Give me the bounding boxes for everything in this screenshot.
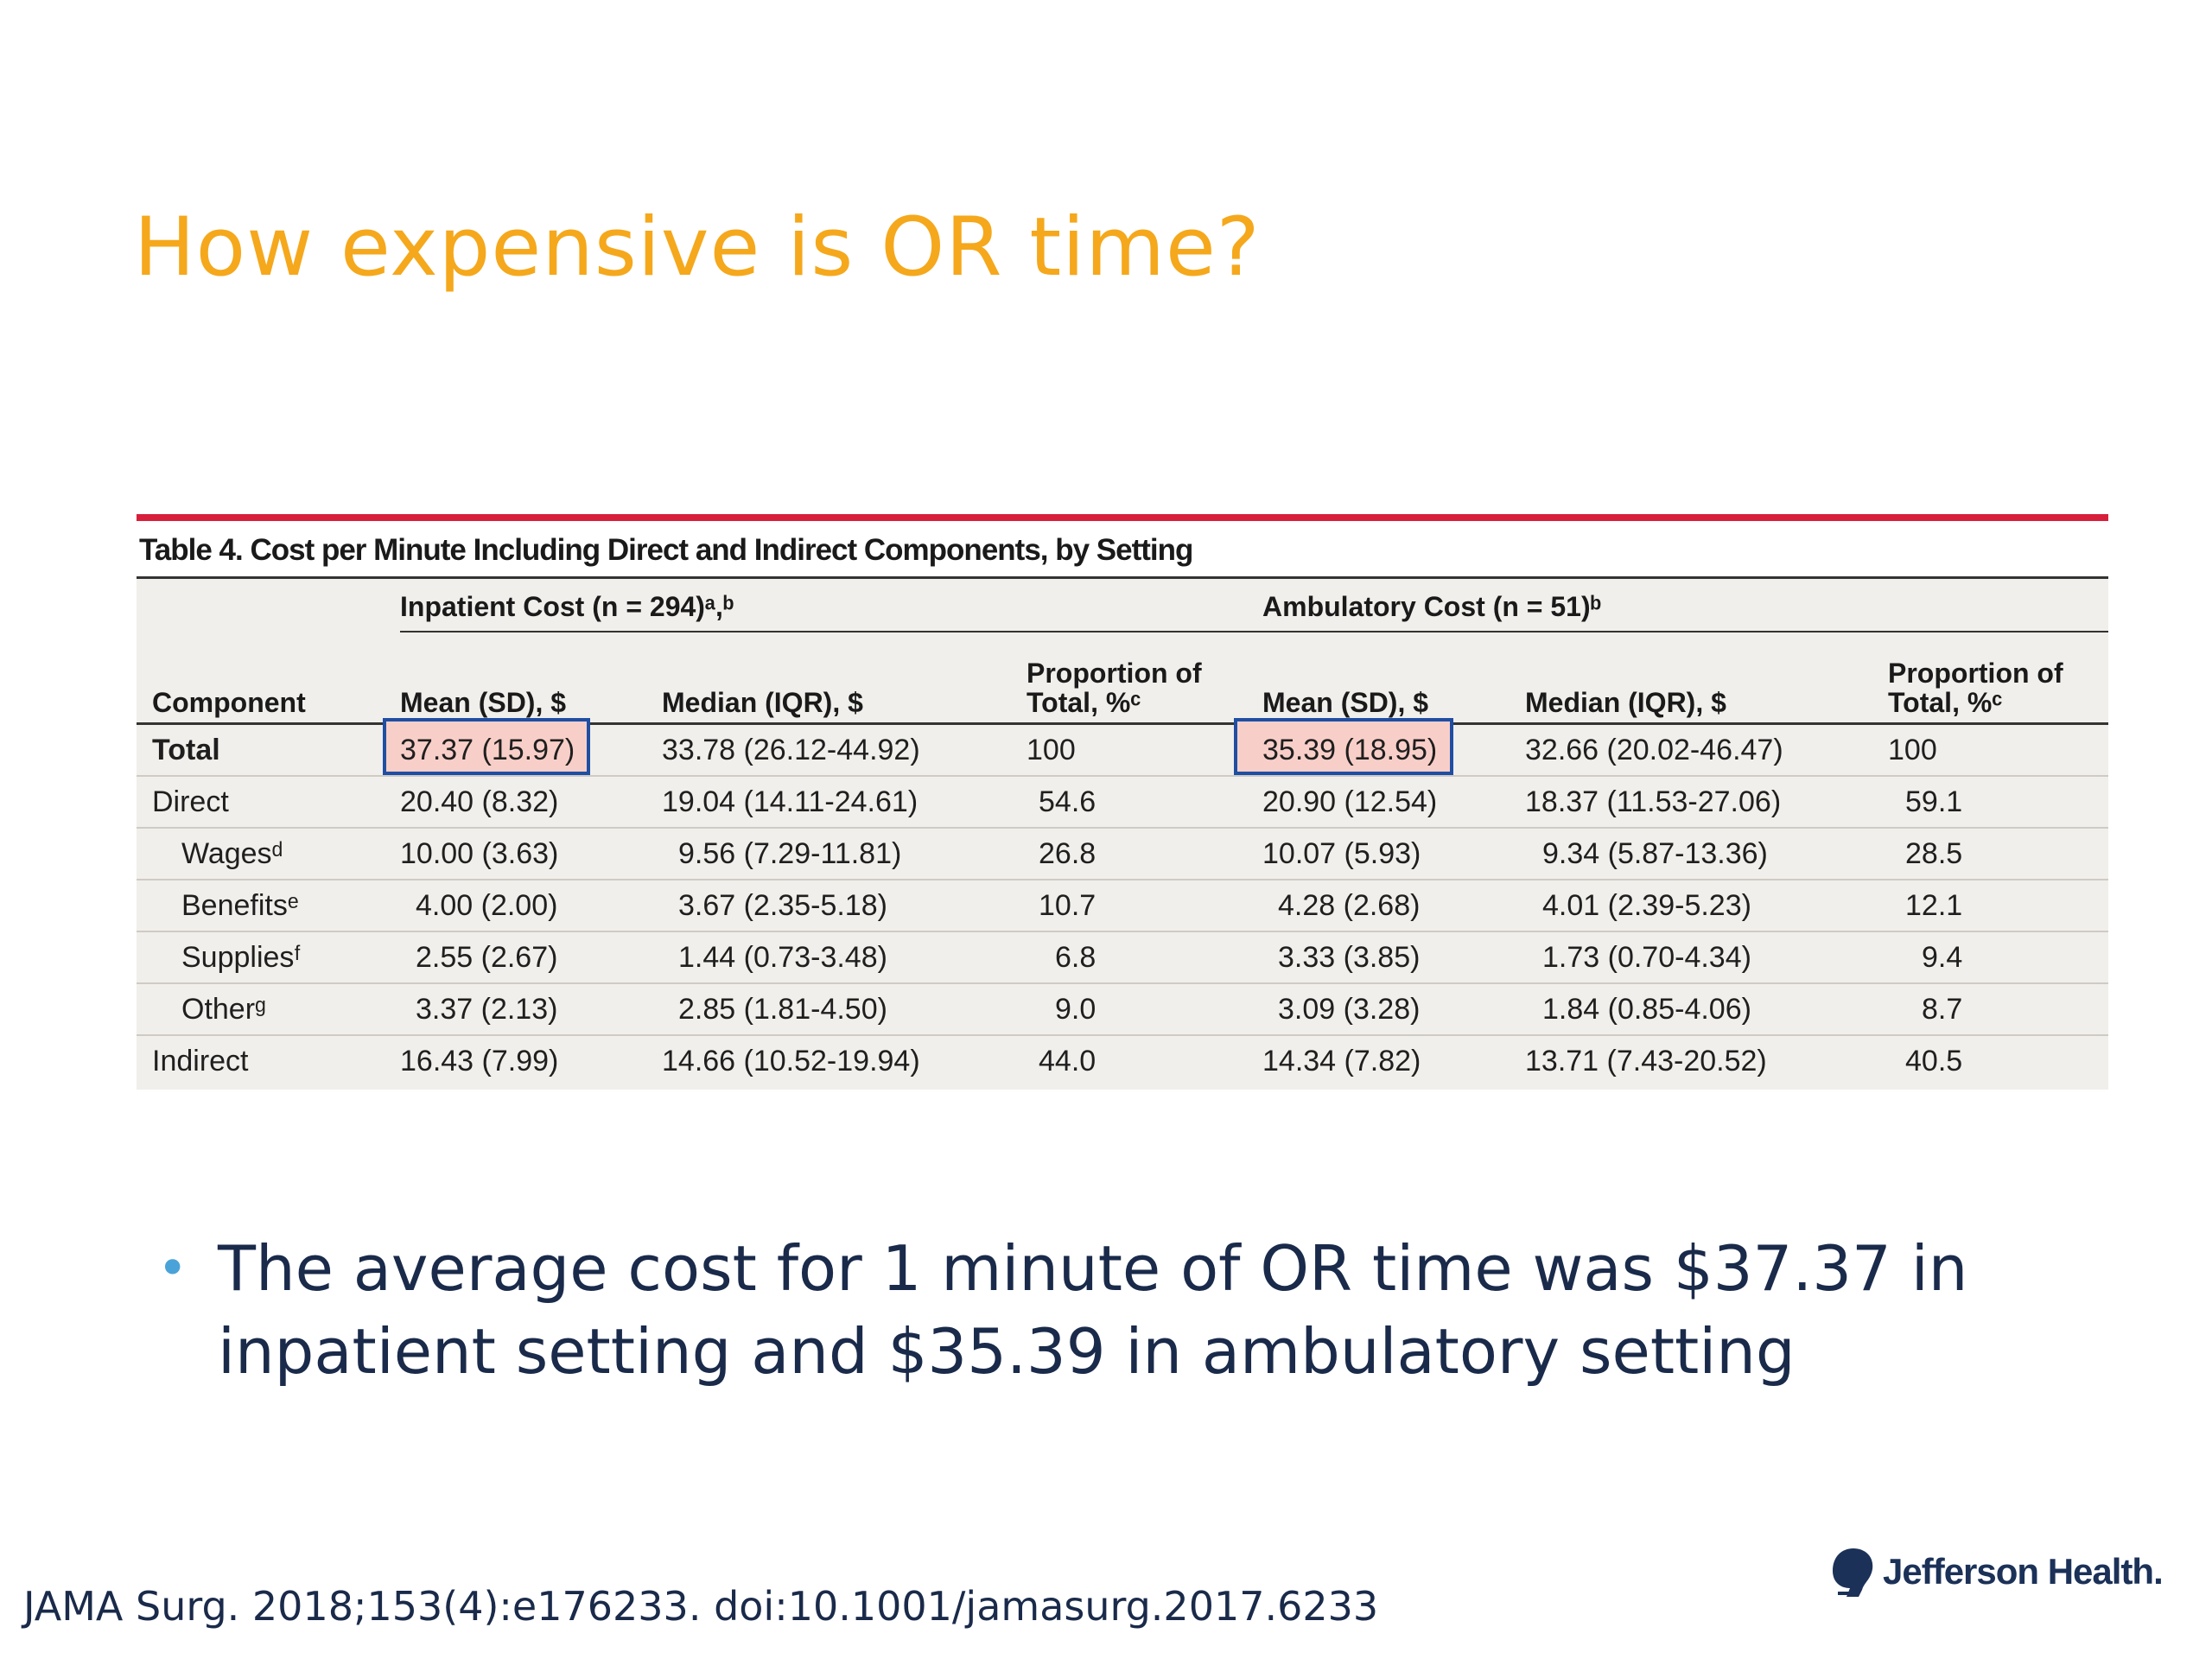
cell-ambulatory-median: 18.37 (11.53-27.06) [1525, 785, 1782, 818]
table-row: Total 37.37 (15.97) 33.78 (26.12-44.92) … [137, 718, 2108, 777]
cell-inpatient-proportion: 54.6 [1039, 785, 1096, 818]
col-inpatient-mean: Mean (SD), $ [400, 687, 567, 718]
row-component: Otherᵍ [181, 993, 266, 1026]
cell-ambulatory-proportion: 59.1 [1905, 785, 1963, 818]
cell-inpatient-proportion: 44.0 [1039, 1045, 1096, 1077]
cell-inpatient-median: 1.44 (0.73-3.48) [678, 941, 887, 974]
cell-ambulatory-mean: 20.90 (12.54) [1262, 785, 1438, 818]
col-component: Component [152, 687, 306, 718]
jefferson-logo-icon [1833, 1548, 1873, 1597]
cell-inpatient-mean: 3.37 (2.13) [416, 993, 558, 1026]
cell-ambulatory-median: 13.71 (7.43-20.52) [1525, 1045, 1767, 1077]
cell-inpatient-median: 33.78 (26.12-44.92) [662, 734, 920, 766]
cell-ambulatory-proportion: 40.5 [1905, 1045, 1963, 1077]
cell-ambulatory-median: 32.66 (20.02-46.47) [1525, 734, 1783, 766]
cell-inpatient-proportion: 26.8 [1039, 837, 1096, 870]
table-caption: Table 4. Cost per Minute Including Direc… [139, 533, 1193, 567]
cell-ambulatory-median: 4.01 (2.39-5.23) [1542, 889, 1751, 922]
row-component: Direct [152, 785, 229, 818]
bullet-dot-icon: • [157, 1238, 188, 1299]
cell-ambulatory-mean: 3.09 (3.28) [1278, 993, 1421, 1026]
table-row: Benefitsᵉ 4.00 (2.00) 3.67 (2.35-5.18) 1… [137, 880, 2108, 932]
group-inpatient: Inpatient Cost (n = 294)ᵃ,ᵇ [400, 591, 734, 622]
cell-inpatient-median: 14.66 (10.52-19.94) [662, 1045, 920, 1077]
cell-inpatient-proportion: 6.8 [1055, 941, 1096, 974]
cell-ambulatory-mean: 10.07 (5.93) [1262, 837, 1421, 870]
cell-ambulatory-proportion: 8.7 [1922, 993, 1963, 1026]
cell-inpatient-proportion: 100 [1027, 734, 1076, 766]
table-row: Wagesᵈ 10.00 (3.63) 9.56 (7.29-11.81) 26… [137, 829, 2108, 880]
table-row: Otherᵍ 3.37 (2.13) 2.85 (1.81-4.50) 9.0 … [137, 984, 2108, 1036]
col-ambulatory-proportion: Proportion of Total, %ᶜ [1888, 658, 2063, 718]
cell-inpatient-median: 3.67 (2.35-5.18) [678, 889, 887, 922]
row-component: Indirect [152, 1045, 249, 1077]
table-body: Inpatient Cost (n = 294)ᵃ,ᵇ Ambulatory C… [137, 576, 2108, 1090]
col-inpatient-proportion: Proportion of Total, %ᶜ [1027, 658, 1202, 718]
cell-ambulatory-median: 1.84 (0.85-4.06) [1542, 993, 1751, 1026]
summary-bullet: • The average cost for 1 minute of OR ti… [157, 1227, 2022, 1393]
citation: JAMA Surg. 2018;153(4):e176233. doi:10.1… [23, 1583, 1379, 1630]
table-row: Direct 20.40 (8.32) 19.04 (14.11-24.61) … [137, 777, 2108, 829]
ambulatory-total-highlight [1234, 718, 1453, 775]
table-column-header: Component Mean (SD), $ Median (IQR), $ P… [137, 636, 2108, 725]
col-inpatient-median: Median (IQR), $ [662, 687, 863, 718]
bullet-text: The average cost for 1 minute of OR time… [218, 1232, 1968, 1388]
cell-ambulatory-mean: 3.33 (3.85) [1278, 941, 1421, 974]
jefferson-logo: Jefferson Health. [1827, 1545, 2164, 1599]
cell-ambulatory-proportion: 9.4 [1922, 941, 1963, 974]
cell-inpatient-median: 19.04 (14.11-24.61) [662, 785, 918, 818]
row-component: Suppliesᶠ [181, 941, 302, 974]
cell-inpatient-proportion: 9.0 [1055, 993, 1096, 1026]
cell-inpatient-mean: 20.40 (8.32) [400, 785, 559, 818]
logo-text: Jefferson Health. [1883, 1551, 2164, 1592]
cell-ambulatory-mean: 4.28 (2.68) [1278, 889, 1421, 922]
table-top-rule [137, 514, 2108, 521]
cell-inpatient-median: 2.85 (1.81-4.50) [678, 993, 887, 1026]
cell-ambulatory-median: 1.73 (0.70-4.34) [1542, 941, 1751, 974]
cell-ambulatory-mean: 14.34 (7.82) [1262, 1045, 1421, 1077]
cell-ambulatory-proportion: 100 [1888, 734, 1937, 766]
cell-ambulatory-proportion: 28.5 [1905, 837, 1963, 870]
group-ambulatory: Ambulatory Cost (n = 51)ᵇ [1262, 591, 1602, 622]
row-component: Wagesᵈ [181, 837, 283, 870]
table-group-header: Inpatient Cost (n = 294)ᵃ,ᵇ Ambulatory C… [137, 579, 2108, 636]
cell-inpatient-median: 9.56 (7.29-11.81) [678, 837, 902, 870]
cell-inpatient-mean: 4.00 (2.00) [416, 889, 558, 922]
row-component: Benefitsᵉ [181, 889, 299, 922]
slide-title: How expensive is OR time? [134, 200, 1261, 295]
cost-table: Table 4. Cost per Minute Including Direc… [137, 514, 2108, 1090]
col-ambulatory-mean: Mean (SD), $ [1262, 687, 1429, 718]
col-ambulatory-median: Median (IQR), $ [1525, 687, 1726, 718]
cell-ambulatory-mean: 35.39 (18.95) [1262, 734, 1438, 766]
group-inpatient-rule [400, 631, 1372, 632]
cell-inpatient-mean: 16.43 (7.99) [400, 1045, 559, 1077]
inpatient-total-highlight [383, 718, 590, 775]
group-ambulatory-rule [1262, 631, 2108, 632]
table-row: Suppliesᶠ 2.55 (2.67) 1.44 (0.73-3.48) 6… [137, 932, 2108, 984]
table-row: Indirect 16.43 (7.99) 14.66 (10.52-19.94… [137, 1036, 2108, 1086]
cell-inpatient-proportion: 10.7 [1039, 889, 1096, 922]
cell-ambulatory-median: 9.34 (5.87-13.36) [1542, 837, 1768, 870]
cell-inpatient-mean: 37.37 (15.97) [400, 734, 575, 766]
cell-inpatient-mean: 2.55 (2.67) [416, 941, 558, 974]
cell-ambulatory-proportion: 12.1 [1905, 889, 1963, 922]
row-component: Total [152, 734, 220, 766]
cell-inpatient-mean: 10.00 (3.63) [400, 837, 559, 870]
